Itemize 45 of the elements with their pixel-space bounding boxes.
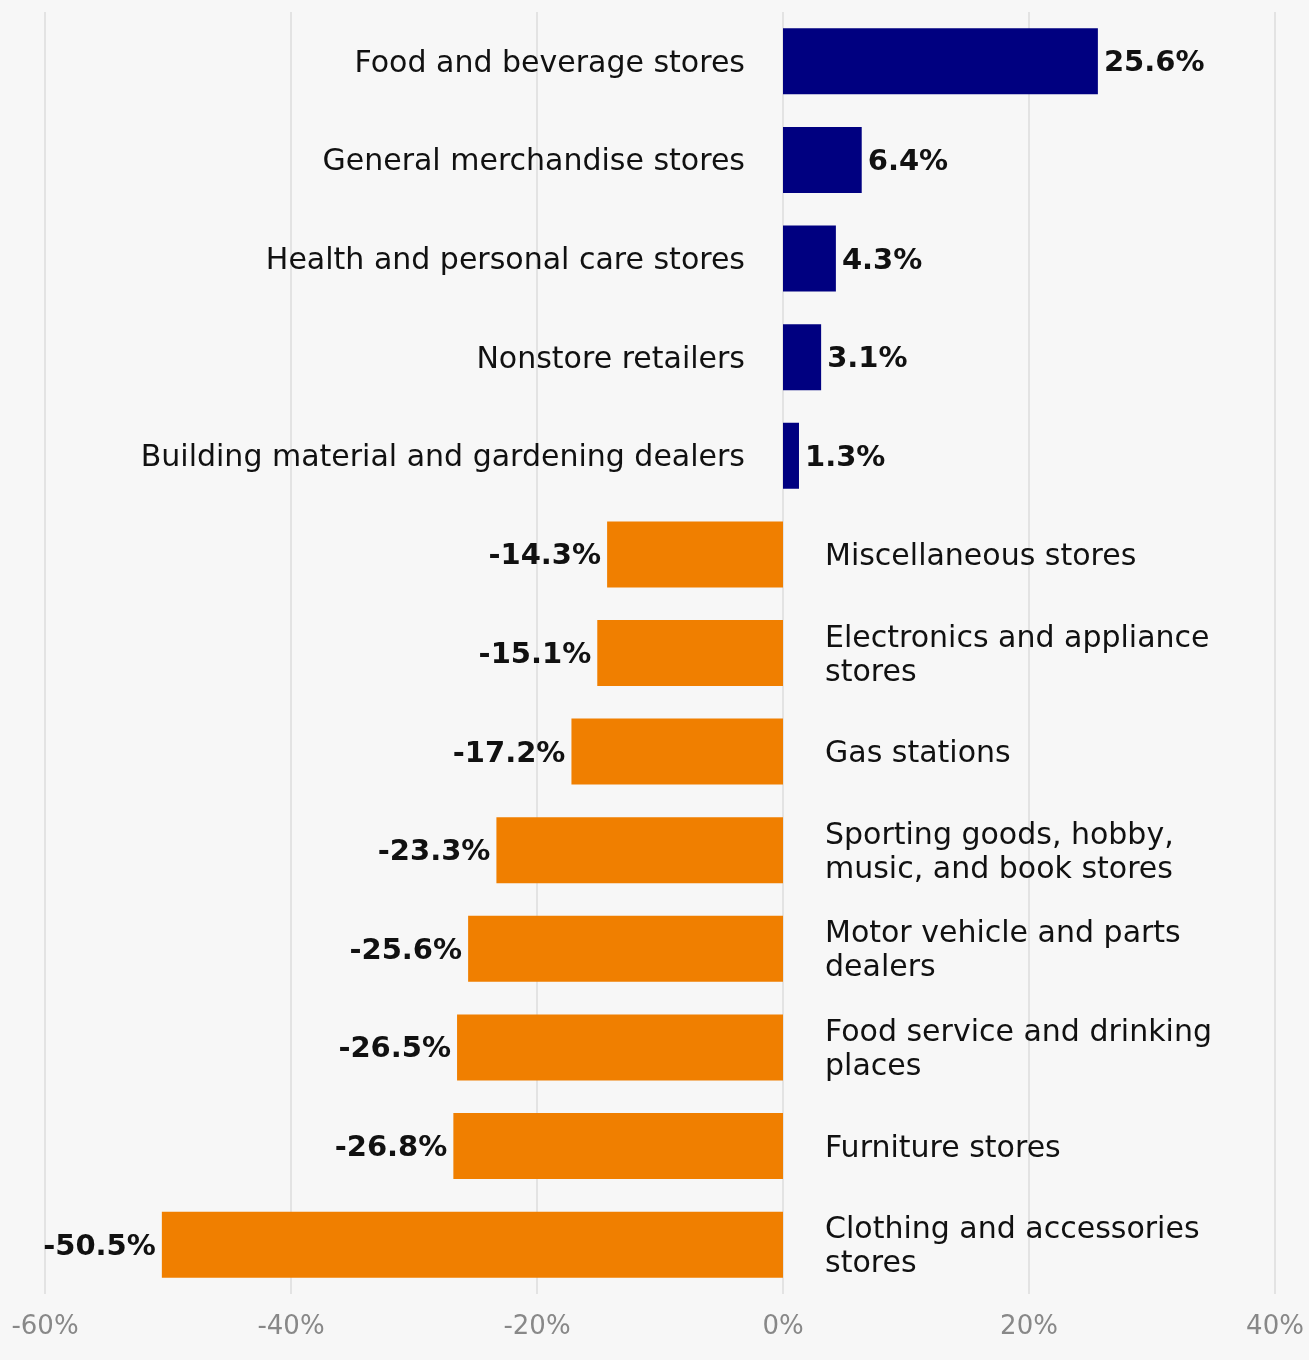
data-label: -15.1% <box>478 636 592 670</box>
x-tick-label: -60% <box>11 1310 79 1340</box>
data-label: 1.3% <box>804 438 886 473</box>
data-label: -25.6% <box>349 931 463 966</box>
y-tick-label: Building material and gardening dealers <box>140 438 745 474</box>
bar <box>783 324 822 391</box>
y-tick-label: Motor vehicle and parts dealers <box>825 914 1191 984</box>
y-tick-label: Miscellaneous stores <box>825 536 1137 572</box>
y-tick-label: Furniture stores <box>825 1128 1061 1164</box>
bar <box>457 1014 783 1081</box>
bar <box>607 521 783 588</box>
data-label: -26.5% <box>338 1030 452 1065</box>
bar <box>571 718 783 785</box>
x-tick-label: 40% <box>1246 1310 1304 1340</box>
data-label: 4.3% <box>841 241 923 276</box>
bar <box>783 422 799 489</box>
data-label: -17.2% <box>452 734 566 769</box>
data-label: 3.1% <box>827 340 908 375</box>
y-tick-label: Health and personal care stores <box>265 241 745 277</box>
data-label: 6.4% <box>867 142 949 177</box>
bar <box>468 915 783 982</box>
bar <box>597 620 783 686</box>
x-tick-label: -20% <box>503 1310 571 1340</box>
data-label: -50.5% <box>43 1227 156 1262</box>
bar <box>496 817 783 884</box>
y-tick-label: Sporting goods, hobby, music, and book stores <box>825 815 1184 885</box>
y-tick-label: Food service and drinking places <box>825 1012 1222 1082</box>
bar <box>453 1113 783 1180</box>
bar <box>783 28 1098 95</box>
data-label: 25.6% <box>1103 44 1205 79</box>
bar <box>783 126 862 193</box>
y-tick-label: Gas stations <box>825 734 1011 770</box>
y-tick-label: Nonstore retailers <box>476 339 745 375</box>
bar <box>783 225 836 292</box>
y-tick-label: Food and beverage stores <box>354 43 745 79</box>
x-tick-label: 20% <box>1000 1310 1058 1340</box>
x-tick-label: 0% <box>762 1310 804 1340</box>
y-tick-label: Electronics and appliance stores <box>825 618 1220 688</box>
x-tick-label: -40% <box>257 1310 325 1340</box>
y-tick-label: Clothing and accessories stores <box>825 1210 1210 1280</box>
bar <box>161 1211 783 1278</box>
data-label: -26.8% <box>334 1129 448 1164</box>
data-label: -14.3% <box>488 537 602 572</box>
data-label: -23.3% <box>377 833 491 868</box>
y-tick-label: General merchandise stores <box>322 142 745 178</box>
